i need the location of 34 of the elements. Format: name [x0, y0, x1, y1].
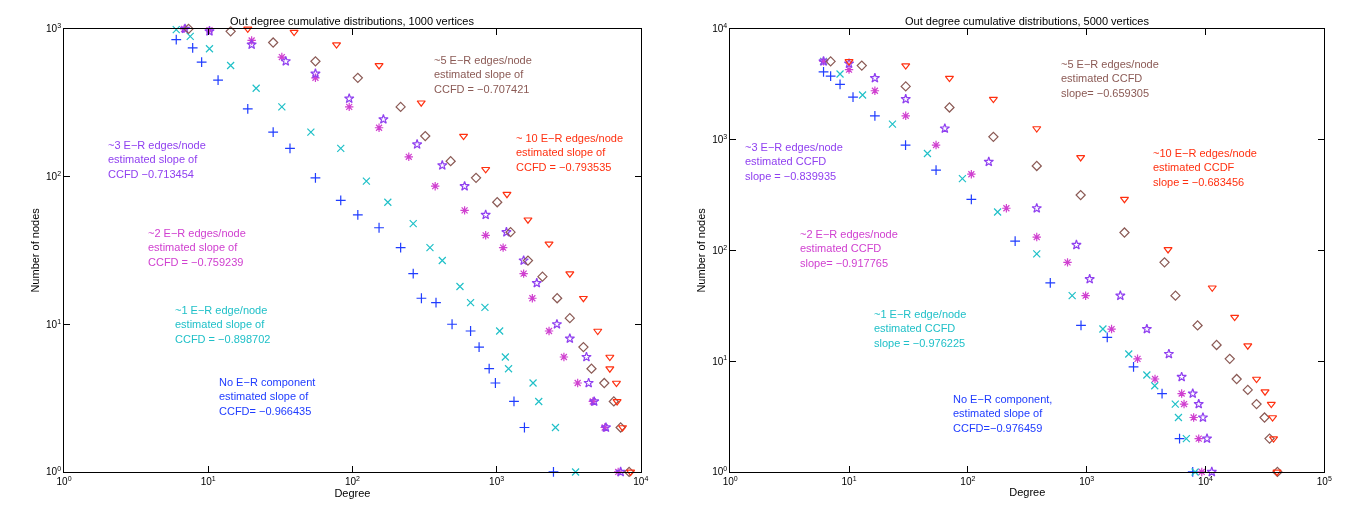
y-tick-label: 10$^{2}$ [712, 243, 728, 256]
y-tick-label: 10$^{3}$ [46, 22, 62, 35]
y-tick-label: 10$^{1}$ [46, 317, 62, 330]
x-tick-label: 10$^{1}$ [200, 474, 216, 487]
x-tick-label: 10$^{1}$ [841, 474, 857, 487]
y-tick-label: 10$^{4}$ [712, 22, 728, 35]
text: ~5 E−R edges/node estimated CCFD slope= −0.659305 [1061, 58, 1159, 99]
series-label: ~ 10 E−R edges/node estimated slope of CCFD = −0.793535 [516, 132, 624, 173]
x-tick-label: 10$^{3}$ [489, 474, 505, 487]
x-tick-label: 10$^{2}$ [960, 474, 976, 487]
x-tick-label: 10$^{5}$ [1316, 474, 1332, 487]
x-axis-title: Degree [1009, 486, 1046, 499]
y-tick-label: 10$^{3}$ [712, 132, 728, 146]
x-tick-label: 10$^{3}$ [1079, 474, 1095, 487]
text: ~2 E−R edges/node estimated slope of CCFD = −0.759239 [148, 227, 246, 268]
y-tick-label: 10$^{1}$ [712, 354, 728, 367]
chart-title: Out degree cumulative distributions, 5000 vertices [905, 15, 1150, 27]
x-tick-label: 10$^{4}$ [633, 474, 649, 487]
text: ~1 E−R edge/node estimated CCFD slope = −0.976225 [874, 308, 967, 349]
text: No E−R component, estimated slope of CCFD=−0.976459 [953, 393, 1053, 434]
x-tick-label: 10$^{4}$ [1197, 474, 1214, 487]
text: No E−R component estimated slope of CCFD= −0.966435 [219, 376, 316, 417]
chart-title: Out degree cumulative distributions, 1000 vertices [230, 15, 475, 27]
text: ~1 E−R edge/node estimated slope of CCFD = −0.898702 [175, 304, 271, 345]
x-axis-title: Degree [334, 486, 371, 499]
text: ~3 E−R edges/node estimated CCFD slope = −0.839935 [745, 141, 843, 182]
y-axis-title: Number of nodes [28, 207, 41, 293]
x-tick-label: 10$^{2}$ [344, 474, 361, 487]
text: ~5 E−R edges/node estimated slope of CCFD = −0.707421 [434, 54, 532, 95]
text: ~10 E−R edges/node estimated CCDF slope = −0.683456 [1153, 147, 1257, 188]
text: ~3 E−R edges/node estimated slope of CCFD −0.713454 [108, 139, 206, 180]
text: ~2 E−R edges/node estimated CCFD slope= −0.917765 [800, 228, 898, 269]
y-axis-title: Number of nodes [694, 207, 707, 293]
y-tick-label: 10$^{2}$ [46, 169, 62, 183]
